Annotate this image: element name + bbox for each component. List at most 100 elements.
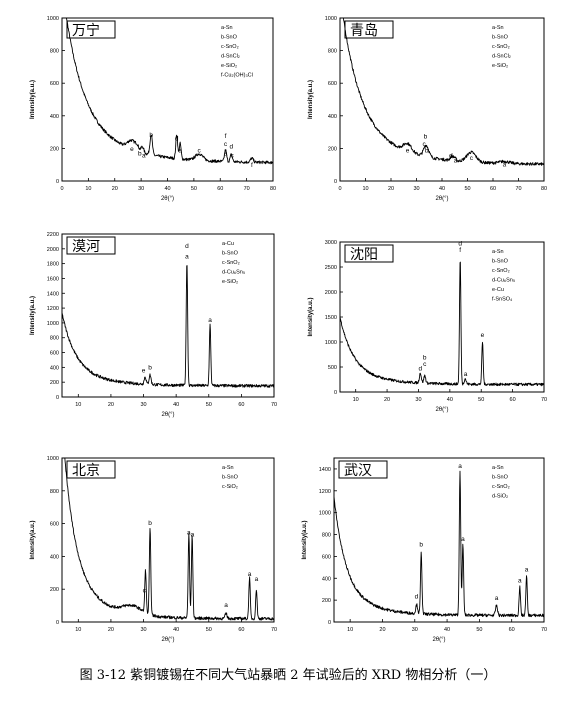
- y-tick-label: 800: [50, 49, 59, 55]
- peak-label: a: [208, 317, 212, 324]
- legend-entry: b-SnO: [222, 475, 239, 481]
- peak-label: c: [224, 141, 228, 148]
- y-tick-label: 400: [328, 114, 337, 120]
- x-tick-label: 70: [541, 627, 547, 633]
- y-tick-label: 200: [50, 587, 59, 593]
- legend-entry: b-SnO: [222, 251, 239, 257]
- peak-label: e: [142, 368, 146, 375]
- peak-label: a: [224, 602, 228, 609]
- plot-frame: [339, 241, 545, 393]
- legend-entry: b-SnO: [492, 259, 509, 265]
- y-tick-label: 1800: [47, 262, 59, 268]
- peak-label: e: [481, 332, 485, 339]
- legend-entry: d-SnCl₂: [492, 54, 511, 60]
- xrd-spectrum-line: [61, 265, 275, 388]
- xrd-spectrum-line: [61, 457, 275, 621]
- peak-label: d: [175, 135, 179, 142]
- station-title: 沈阳: [350, 247, 378, 263]
- y-tick-label: 0: [56, 179, 59, 185]
- station-title: 武汉: [344, 463, 372, 479]
- xrd-panel-2: 0 10 20 30 40 50 60 70 80020040060080010002θ(°)I…: [308, 16, 547, 202]
- y-tick-label: 2500: [325, 265, 337, 271]
- x-tick-label: 20: [384, 397, 390, 403]
- x-tick-label: 30: [412, 627, 418, 633]
- x-tick-label: 20: [108, 627, 114, 633]
- legend-entry: d-Cu₆Sn₅: [222, 270, 245, 276]
- station-title: 北京: [72, 463, 100, 479]
- x-tick-label: 10: [347, 627, 353, 633]
- peak-label: a: [495, 595, 499, 602]
- x-tick-label: 50: [206, 627, 212, 633]
- station-title-box: [338, 460, 388, 479]
- peak-label: b: [148, 365, 152, 372]
- peak-label: b: [419, 542, 423, 549]
- legend-entry: e-SiO₂: [492, 63, 508, 69]
- peak-label: a: [191, 532, 195, 539]
- y-axis-label: Intensity(a.u.): [302, 520, 308, 559]
- peak-label: d: [230, 143, 234, 150]
- xrd-panel-3: 10 20 30 40 50 60 70 0 200 400 600 800 1000 1200 1400 1…: [30, 232, 277, 418]
- legend-entry: b-SnO: [221, 35, 238, 41]
- y-tick-label: 200: [50, 380, 59, 386]
- y-tick-label: 200: [50, 146, 59, 152]
- peak-label: b: [138, 151, 142, 158]
- x-tick-label: 20: [112, 186, 118, 192]
- peak-label: a: [454, 157, 458, 164]
- x-tick-label: 40: [164, 186, 170, 192]
- y-tick-label: 400: [50, 554, 59, 560]
- x-tick-label: 0: [60, 186, 63, 192]
- y-tick-label: 0: [56, 395, 59, 401]
- x-tick-label: 70: [271, 402, 277, 408]
- station-title: 漠河: [72, 239, 100, 255]
- peak-label: a: [525, 567, 529, 574]
- x-tick-label: 20: [108, 402, 114, 408]
- x-tick-label: 20: [388, 186, 394, 192]
- y-tick-label: 2000: [47, 247, 59, 253]
- y-tick-label: 800: [50, 336, 59, 342]
- peak-label: a: [255, 576, 259, 583]
- legend-entry: a-Sn: [492, 249, 504, 255]
- peak-label: b: [423, 355, 427, 362]
- peak-label: e: [130, 146, 134, 153]
- legend-entry: a-Sn: [221, 25, 233, 31]
- legend-entry: b-SnO: [492, 35, 509, 41]
- legend-entry: c-SnO₂: [222, 260, 240, 266]
- peak-label: a: [185, 253, 189, 260]
- legend-entry: c-SnO₂: [492, 268, 510, 274]
- y-tick-label: 600: [328, 81, 337, 87]
- peak-label: f: [459, 247, 461, 254]
- peak-label: a: [187, 529, 191, 536]
- plot-frame: [339, 17, 545, 182]
- x-tick-label: 50: [191, 186, 197, 192]
- y-tick-label: 1200: [319, 489, 331, 495]
- x-tick-label: 40: [444, 627, 450, 633]
- plot-frame: [61, 233, 275, 398]
- y-tick-label: 200: [322, 598, 331, 604]
- figure-caption: 图 3-12 紫铜镀锡在不同大气站暴晒 2 年试验后的 XRD 物相分析（一）: [79, 668, 497, 683]
- x-tick-label: 30: [413, 186, 419, 192]
- peak-label: c: [470, 155, 474, 162]
- x-axis-label: 2θ(°): [161, 412, 174, 418]
- y-tick-label: 0: [334, 179, 337, 185]
- x-tick-label: 10: [75, 627, 81, 633]
- legend-entry: a-Sn: [492, 25, 504, 31]
- peak-label: a: [503, 161, 507, 168]
- legend-entry: f-SnSO₄: [492, 297, 513, 303]
- y-tick-label: 1500: [325, 315, 337, 321]
- peak-label: d: [419, 366, 423, 373]
- station-title-box: [66, 460, 116, 479]
- x-tick-label: 40: [447, 397, 453, 403]
- peak-label: d: [185, 243, 189, 250]
- x-tick-label: 10: [75, 402, 81, 408]
- xrd-panel-5: 10 20 30 40 50 60 70 0 200 400 600 800 1000 2θ(°) Inte…: [30, 456, 277, 643]
- y-tick-label: 2000: [325, 290, 337, 296]
- legend-entry: a-Sn: [222, 465, 234, 471]
- peak-label: b: [148, 520, 152, 527]
- x-tick-label: 30: [415, 397, 421, 403]
- x-tick-label: 60: [238, 402, 244, 408]
- y-tick-label: 1600: [47, 276, 59, 282]
- peak-label: c: [198, 147, 202, 154]
- peak-label: c: [423, 141, 427, 148]
- station-title-box: [66, 20, 116, 39]
